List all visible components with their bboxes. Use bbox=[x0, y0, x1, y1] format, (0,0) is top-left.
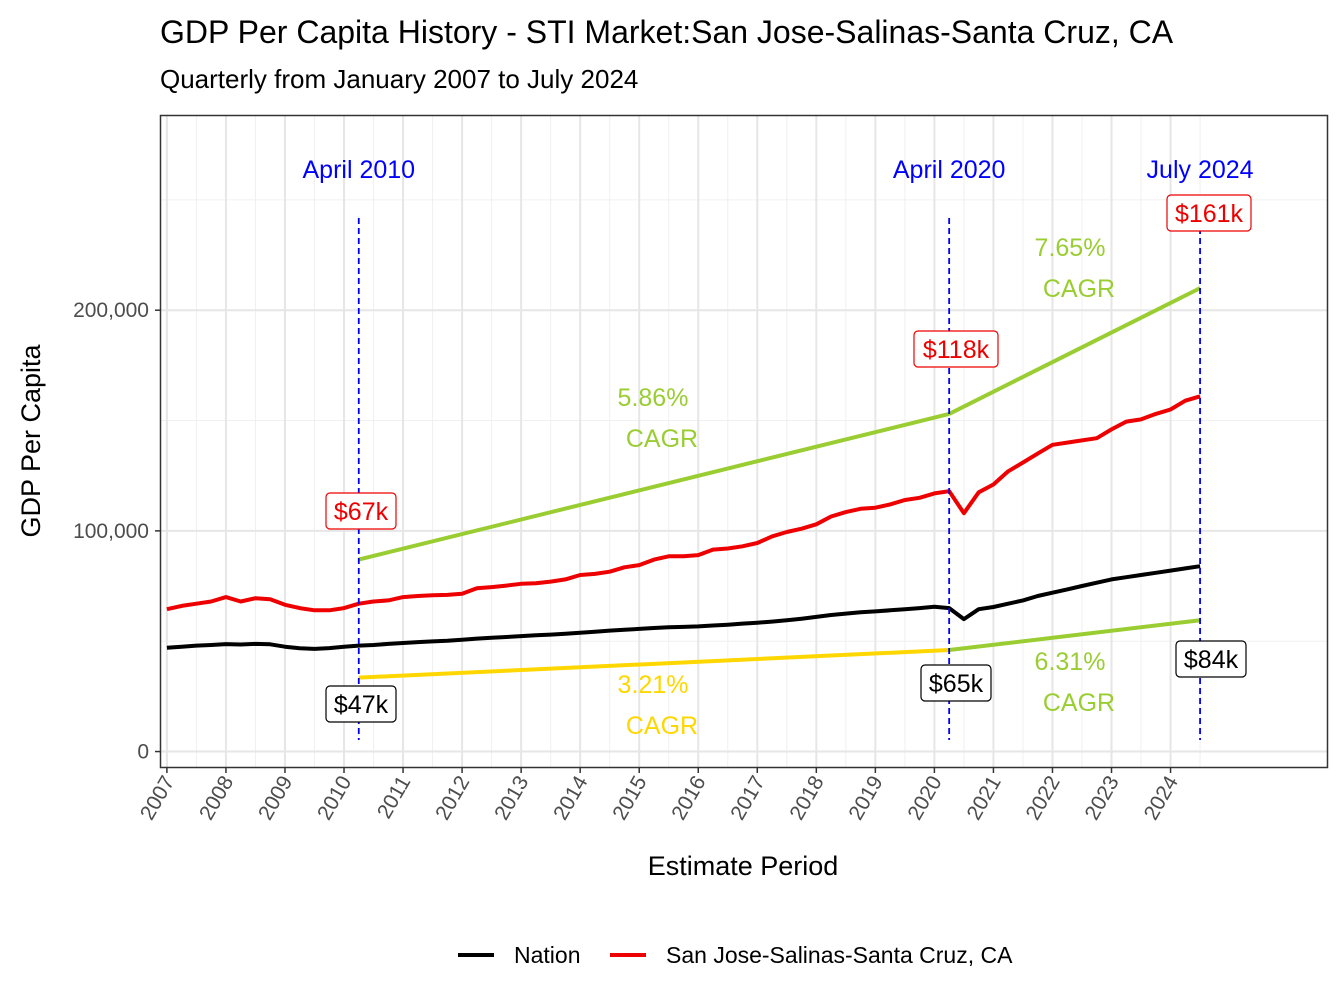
series-line-san-jose-salinas-santa-cruz-ca bbox=[166, 394, 1201, 613]
cagr-sublabel: CAGR bbox=[626, 712, 698, 740]
x-tick-label: 2023 bbox=[1081, 772, 1124, 824]
x-tick-label: 2007 bbox=[136, 772, 179, 824]
x-axis-title: Estimate Period bbox=[648, 851, 839, 881]
x-tick-label: 2021 bbox=[962, 772, 1005, 824]
x-tick-label: 2012 bbox=[431, 772, 474, 824]
period-markers: April 2010 April 2020 July 2024 bbox=[302, 156, 1254, 740]
value-label: $84k bbox=[1184, 646, 1239, 674]
chart-subtitle: Quarterly from January 2007 to July 2024 bbox=[160, 64, 639, 94]
cagr-label: 7.65% bbox=[1035, 234, 1106, 262]
series-line-nation bbox=[166, 564, 1201, 651]
value-label-box bbox=[920, 664, 992, 702]
legend-label: Nation bbox=[514, 942, 580, 968]
x-tick-label: 2019 bbox=[844, 772, 887, 824]
cagr-label: 3.21% bbox=[618, 671, 689, 699]
cagr-sublabel: CAGR bbox=[1043, 689, 1115, 717]
x-tick-label: 2016 bbox=[667, 772, 710, 824]
legend-label: San Jose-Salinas-Santa Cruz, CA bbox=[666, 942, 1013, 968]
cagr-sublabel: CAGR bbox=[626, 425, 698, 453]
x-tick-label: 2017 bbox=[726, 772, 769, 824]
x-tick-label: 2009 bbox=[254, 772, 297, 824]
x-tick-label: 2018 bbox=[785, 772, 828, 824]
x-tick-label: 2022 bbox=[1022, 772, 1065, 824]
value-label: $161k bbox=[1175, 200, 1244, 228]
period-marker-label: July 2024 bbox=[1147, 156, 1254, 184]
x-tick-label: 2010 bbox=[313, 772, 356, 824]
cagr-trend-line bbox=[948, 286, 1201, 416]
x-tick-label: 2015 bbox=[608, 772, 651, 824]
x-tick-label: 2020 bbox=[903, 772, 946, 824]
data-series bbox=[166, 394, 1201, 651]
y-tick-label: 200,000 bbox=[73, 299, 149, 322]
value-label-box bbox=[1166, 194, 1252, 232]
y-tick-label: 0 bbox=[137, 741, 149, 764]
value-label: $65k bbox=[929, 670, 984, 698]
cagr-sublabel: CAGR bbox=[1043, 275, 1115, 303]
chart-title: GDP Per Capita History - STI Market:San … bbox=[160, 14, 1174, 50]
x-tick-label: 2011 bbox=[373, 772, 416, 823]
x-tick-label: 2024 bbox=[1140, 772, 1183, 824]
y-axis-title: GDP Per Capita bbox=[16, 343, 46, 537]
legend: Nation San Jose-Salinas-Santa Cruz, CA bbox=[458, 942, 1013, 968]
cagr-trend-line bbox=[948, 618, 1201, 653]
x-tick-label: 2014 bbox=[549, 772, 592, 824]
period-marker-label: April 2010 bbox=[302, 156, 415, 184]
cagr-trend-line bbox=[358, 648, 950, 680]
value-label-box bbox=[1175, 640, 1247, 678]
value-label: $47k bbox=[334, 691, 389, 719]
gridlines bbox=[161, 116, 1327, 767]
cagr-label: 6.31% bbox=[1035, 648, 1106, 676]
plot-border bbox=[159, 114, 1329, 769]
period-marker-label: April 2020 bbox=[893, 156, 1006, 184]
y-tick-label: 100,000 bbox=[73, 520, 149, 543]
value-label: $67k bbox=[334, 498, 389, 526]
annotations: 5.86% CAGR 7.65% CAGR 3.21% CAGR 6.31% CAGR $67k… bbox=[325, 194, 1252, 740]
value-label-box bbox=[325, 492, 397, 530]
value-label: $118k bbox=[923, 336, 990, 364]
value-label-box bbox=[325, 685, 397, 723]
value-label-box bbox=[913, 330, 999, 368]
x-tick-label: 2013 bbox=[490, 772, 533, 824]
x-tick-label: 2008 bbox=[195, 772, 238, 824]
cagr-label: 5.86% bbox=[618, 384, 689, 412]
cagr-lines bbox=[358, 286, 1201, 680]
cagr-trend-line bbox=[358, 411, 950, 562]
